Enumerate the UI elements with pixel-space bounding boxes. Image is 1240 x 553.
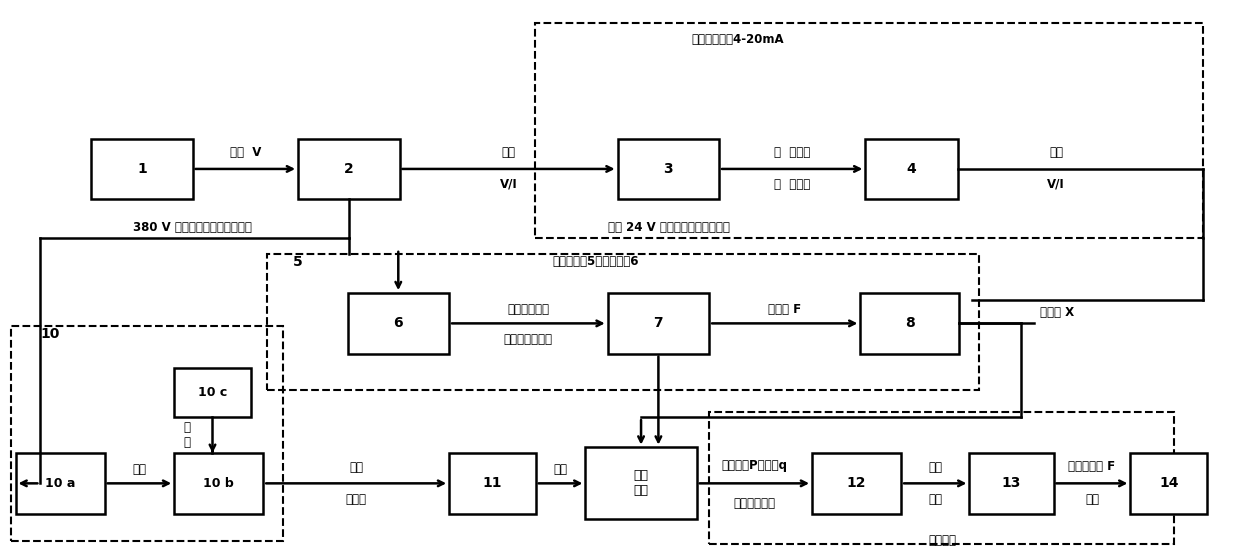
Text: 10 c: 10 c <box>198 386 227 399</box>
Text: 液压油: 液压油 <box>346 493 367 507</box>
Bar <box>585 447 697 519</box>
Text: 输送: 输送 <box>350 461 363 474</box>
Text: 4: 4 <box>906 162 916 176</box>
Bar <box>11 326 283 541</box>
Text: 10 a: 10 a <box>45 477 76 490</box>
Text: 13: 13 <box>1002 476 1021 491</box>
Text: 10: 10 <box>41 327 60 341</box>
Text: 10 b: 10 b <box>203 477 234 490</box>
Text: 无  左得电: 无 左得电 <box>774 146 810 159</box>
Text: 电磁力 F: 电磁力 F <box>768 303 801 316</box>
Text: V/I: V/I <box>500 178 517 191</box>
Text: 14: 14 <box>1159 476 1178 491</box>
Text: 1: 1 <box>138 162 146 176</box>
Text: 带动: 带动 <box>133 463 146 476</box>
Text: 有线  V: 有线 V <box>229 146 260 159</box>
Text: 放大电流信号: 放大电流信号 <box>507 303 549 316</box>
Bar <box>347 293 449 354</box>
Bar <box>449 453 536 514</box>
Bar <box>16 453 104 514</box>
Bar <box>812 453 901 514</box>
Bar <box>174 453 263 514</box>
Text: 改变液流方向: 改变液流方向 <box>733 497 775 510</box>
Text: 线  右得电: 线 右得电 <box>774 178 810 191</box>
Text: 380 V 输入液压泵站电机，供电: 380 V 输入液压泵站电机，供电 <box>133 221 252 234</box>
Text: 6: 6 <box>393 316 403 330</box>
Text: 降压 24 V 输入电磁比例阀，供电: 降压 24 V 输入电磁比例阀，供电 <box>608 221 729 234</box>
Text: 供
油: 供 油 <box>184 421 190 449</box>
Text: 3: 3 <box>663 162 673 176</box>
Text: 2: 2 <box>343 162 353 176</box>
Bar <box>970 453 1054 514</box>
Text: 投送: 投送 <box>1085 493 1099 507</box>
Text: 位移量 X: 位移量 X <box>1040 306 1074 319</box>
Bar <box>267 254 980 389</box>
Bar <box>298 139 399 199</box>
Text: 调节电流大小4-20mA: 调节电流大小4-20mA <box>692 33 784 46</box>
Text: 输入斜坡电信号: 输入斜坡电信号 <box>503 333 553 346</box>
Text: V/I: V/I <box>1047 178 1065 191</box>
Text: 输出压力P，流量q: 输出压力P，流量q <box>722 459 787 472</box>
Text: 过滤: 过滤 <box>553 463 568 476</box>
Bar <box>866 139 959 199</box>
Bar <box>91 139 192 199</box>
Text: 打开
阀口: 打开 阀口 <box>634 469 649 497</box>
Bar <box>618 139 719 199</box>
Bar <box>1131 453 1207 514</box>
Bar <box>709 411 1173 544</box>
Text: 双向: 双向 <box>929 461 942 474</box>
Text: 安全保护: 安全保护 <box>928 534 956 547</box>
Bar <box>534 23 1203 238</box>
Text: 12: 12 <box>847 476 867 491</box>
Bar <box>174 368 250 417</box>
Text: 有线: 有线 <box>1049 146 1063 159</box>
Bar <box>608 293 709 354</box>
Text: 无线: 无线 <box>501 146 516 159</box>
Text: 5: 5 <box>293 254 303 269</box>
Text: 锁紧: 锁紧 <box>929 493 942 507</box>
Text: 输出投送力 F: 输出投送力 F <box>1069 460 1116 473</box>
Text: 11: 11 <box>482 476 502 491</box>
Text: 8: 8 <box>905 316 915 330</box>
Bar <box>861 293 960 354</box>
Text: 电磁比例阀5内置放大器6: 电磁比例阀5内置放大器6 <box>552 255 639 268</box>
Text: 7: 7 <box>653 316 663 330</box>
